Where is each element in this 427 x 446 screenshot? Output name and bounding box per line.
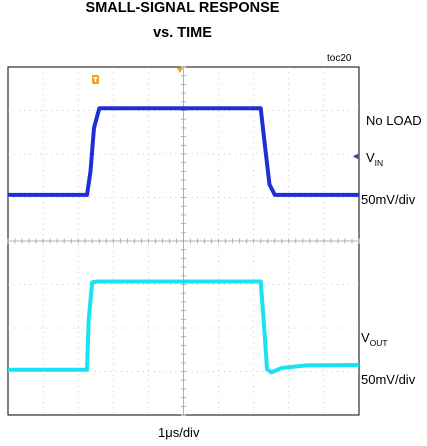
chart-title: SMALL-SIGNAL RESPONSE xyxy=(85,0,280,16)
vout-label-main: V xyxy=(361,330,370,345)
vin-label-main: V xyxy=(366,150,375,165)
figure-id: toc20 xyxy=(327,53,352,64)
vout-label: VOUT xyxy=(361,330,388,348)
vin-label-sub: IN xyxy=(374,158,384,168)
trigger-level-marker xyxy=(92,75,99,84)
traces xyxy=(8,106,360,375)
vout-label-sub: OUT xyxy=(369,338,388,348)
vin-trace xyxy=(8,106,359,197)
vin-scale-label: 50mV/div xyxy=(361,192,416,207)
x-axis-label: 1μs/div xyxy=(158,425,200,440)
grid xyxy=(7,66,360,416)
vout-scale-label: 50mV/div xyxy=(361,372,416,387)
trigger-position-marker xyxy=(177,68,183,73)
chart-subtitle: vs. TIME xyxy=(153,25,212,41)
vin-label: VIN xyxy=(366,150,384,168)
ground-reference-marker: ◄ xyxy=(351,151,360,161)
vout-trace xyxy=(8,279,360,375)
condition-label: No LOAD xyxy=(366,113,422,128)
